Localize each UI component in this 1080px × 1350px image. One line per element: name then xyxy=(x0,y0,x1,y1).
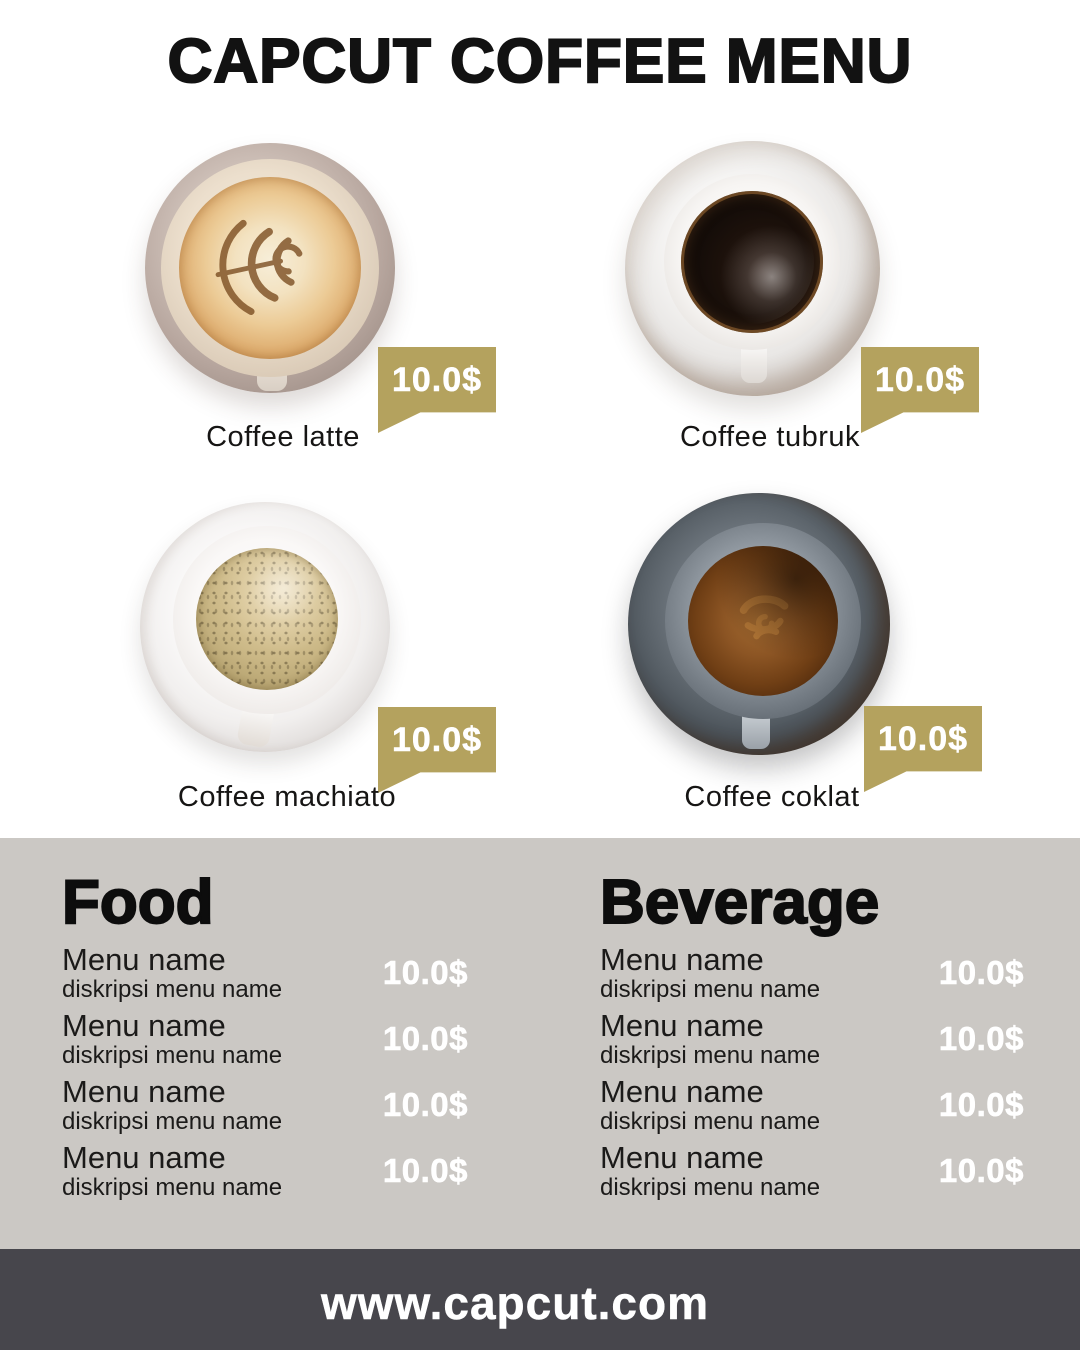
menu-item-price: 10.0$ xyxy=(382,954,468,992)
price-tag-label: 10.0$ xyxy=(877,720,969,759)
footer-bar: www.capcut.com xyxy=(0,1249,1080,1350)
menu-item-name: Menu name xyxy=(600,1140,764,1176)
menu-item-description: diskripsi menu name xyxy=(62,1174,283,1201)
menu-item: Menu name diskripsi menu name 10.0$ xyxy=(62,942,468,1003)
menu-item-text: Menu name diskripsi menu name xyxy=(600,1140,821,1201)
menu-item-price: 10.0$ xyxy=(938,954,1024,992)
coffee-surface xyxy=(179,177,361,359)
menu-item-text: Menu name diskripsi menu name xyxy=(62,1140,283,1201)
product-label: Coffee coklat xyxy=(684,781,860,813)
section-heading: Beverage xyxy=(599,868,880,937)
coffee-coklat-image xyxy=(628,493,890,755)
menu-item-description: diskripsi menu name xyxy=(62,1107,283,1135)
coffee-surface xyxy=(681,191,823,333)
coffee-surface xyxy=(196,548,338,690)
menu-item: Menu name diskripsi menu name 10.0$ xyxy=(600,942,1024,1003)
menu-item-price: 10.0$ xyxy=(938,1152,1024,1190)
menu-item-price: 10.0$ xyxy=(382,1086,468,1124)
menu-item-text: Menu name diskripsi menu name xyxy=(600,1074,821,1135)
menu-item-name: Menu name xyxy=(600,1074,764,1110)
coffee-tubruk-image xyxy=(625,141,880,396)
menu-item-name: Menu name xyxy=(600,1008,764,1044)
price-tag-label: 10.0$ xyxy=(874,361,966,400)
menu-item-description: diskripsi menu name xyxy=(62,1041,283,1069)
menu-item: Menu name diskripsi menu name 10.0$ xyxy=(600,1074,1024,1135)
coffee-latte-image xyxy=(145,143,395,393)
menu-item-name: Menu name xyxy=(62,1140,226,1176)
menu-item-description: diskripsi menu name xyxy=(600,1107,821,1135)
menu-item-name: Menu name xyxy=(600,942,764,977)
menu-item: Menu name diskripsi menu name 10.0$ xyxy=(62,1074,468,1135)
menu-item-description: diskripsi menu name xyxy=(600,975,821,1003)
menu-item-name: Menu name xyxy=(62,1008,226,1044)
foam-swirl-icon xyxy=(739,595,789,640)
page-title: CAPCUT COFFEE MENU xyxy=(167,26,913,97)
menu-item-name: Menu name xyxy=(62,942,226,977)
menu-item-price: 10.0$ xyxy=(938,1020,1024,1058)
menu-item-description: diskripsi menu name xyxy=(600,1041,821,1069)
section-heading: Food xyxy=(61,868,215,937)
menu-item-price: 10.0$ xyxy=(382,1152,468,1190)
menu-item: Menu name diskripsi menu name 10.0$ xyxy=(600,1008,1024,1069)
latte-art-icon xyxy=(215,220,303,316)
coffee-machiato-image xyxy=(140,502,390,752)
menu-item-text: Menu name diskripsi menu name xyxy=(62,942,283,1003)
menu-item-text: Menu name diskripsi menu name xyxy=(62,1008,283,1069)
menu-item-text: Menu name diskripsi menu name xyxy=(600,942,821,1003)
menu-item-text: Menu name diskripsi menu name xyxy=(600,1008,821,1069)
price-tag-label: 10.0$ xyxy=(391,361,483,400)
menu-item-price: 10.0$ xyxy=(938,1086,1024,1124)
beverage-section: Beverage Menu name diskripsi menu name 1… xyxy=(599,838,1024,1208)
price-tag: 10.0$ xyxy=(864,706,982,792)
food-section: Food Menu name diskripsi menu name 10.0$… xyxy=(61,838,468,1208)
product-label: Coffee machiato xyxy=(177,781,397,813)
menu-item-description: diskripsi menu name xyxy=(600,1174,821,1201)
menu-item: Menu name diskripsi menu name 10.0$ xyxy=(600,1140,1024,1201)
coffee-surface xyxy=(688,546,838,696)
price-tag-label: 10.0$ xyxy=(391,721,483,760)
menu-panel: Food Menu name diskripsi menu name 10.0$… xyxy=(0,838,1080,1249)
product-label: Coffee latte xyxy=(206,421,360,453)
menu-item: Menu name diskripsi menu name 10.0$ xyxy=(62,1008,468,1069)
menu-item-text: Menu name diskripsi menu name xyxy=(62,1074,283,1135)
menu-item: Menu name diskripsi menu name 10.0$ xyxy=(62,1140,468,1201)
product-label: Coffee tubruk xyxy=(679,421,861,453)
menu-item-name: Menu name xyxy=(62,1074,226,1110)
menu-item-price: 10.0$ xyxy=(382,1020,468,1058)
menu-item-description: diskripsi menu name xyxy=(62,975,283,1003)
website-url: www.capcut.com xyxy=(320,1276,710,1329)
